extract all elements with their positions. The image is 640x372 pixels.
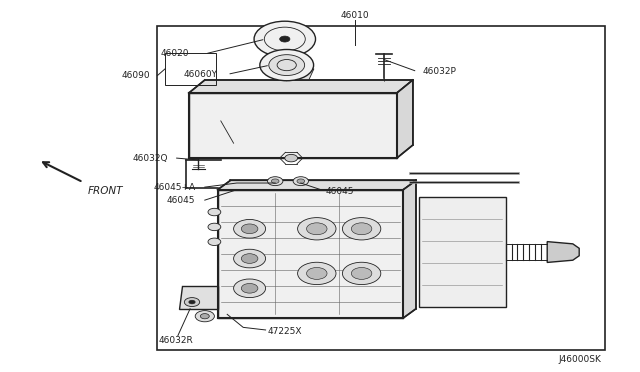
Polygon shape [179,286,218,309]
Text: 46032P: 46032P [422,67,456,76]
Polygon shape [189,93,397,158]
Circle shape [208,238,221,246]
Circle shape [241,283,258,293]
Circle shape [307,267,327,279]
Circle shape [234,249,266,268]
Circle shape [351,267,372,279]
Circle shape [234,279,266,298]
Circle shape [254,21,316,57]
Text: 46032Q: 46032Q [132,154,168,163]
Polygon shape [397,80,413,158]
Text: 46020: 46020 [160,49,189,58]
Text: 46010: 46010 [341,12,369,20]
Circle shape [280,36,290,42]
Circle shape [200,314,209,319]
Circle shape [271,179,279,183]
Circle shape [298,262,336,285]
Circle shape [208,208,221,216]
Text: J46000SK: J46000SK [559,355,602,364]
Circle shape [285,154,298,162]
Circle shape [241,224,258,234]
Circle shape [268,177,283,186]
Circle shape [293,177,308,186]
Polygon shape [403,180,416,318]
Text: 46090: 46090 [122,71,150,80]
Circle shape [307,223,327,235]
Text: FRONT: FRONT [88,186,123,196]
Polygon shape [189,80,413,93]
Bar [157,26,605,350]
Circle shape [241,254,258,263]
Polygon shape [419,197,506,307]
Polygon shape [274,69,314,80]
Circle shape [297,179,305,183]
Circle shape [189,300,195,304]
Bar [165,53,216,85]
Text: 46045: 46045 [166,196,195,205]
Circle shape [342,218,381,240]
Text: 47225X: 47225X [268,327,302,336]
Circle shape [184,298,200,307]
Polygon shape [547,242,579,263]
Circle shape [195,311,214,322]
Polygon shape [218,190,403,318]
Circle shape [234,219,266,238]
Text: 46032R: 46032R [159,336,193,345]
Circle shape [342,262,381,285]
Circle shape [260,49,314,81]
Circle shape [269,55,305,76]
Circle shape [208,223,221,231]
Text: 46045+A: 46045+A [153,183,195,192]
Polygon shape [218,180,416,190]
Text: 46060Y: 46060Y [184,70,218,79]
Circle shape [298,218,336,240]
Text: 46045: 46045 [325,187,354,196]
Circle shape [351,223,372,235]
